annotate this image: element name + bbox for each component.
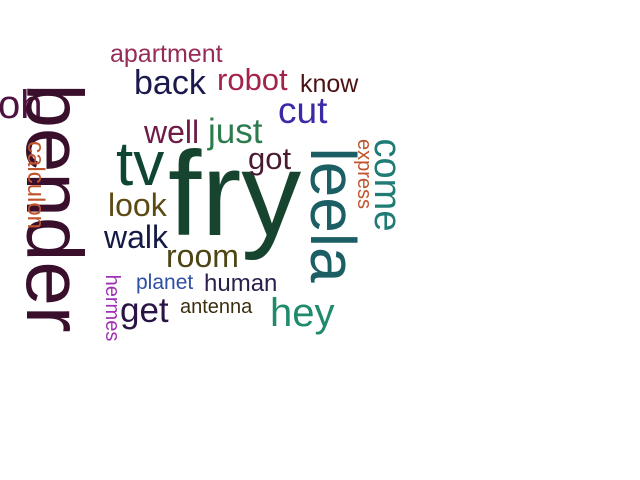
- word-cut: cut: [278, 90, 328, 131]
- word-planet: planet: [136, 271, 194, 294]
- word-antenna: antenna: [180, 296, 253, 318]
- word-express: express: [353, 138, 375, 210]
- word-hermes: hermes: [101, 274, 123, 342]
- word-robot: robot: [217, 62, 288, 97]
- word-leela: leela: [297, 147, 369, 283]
- word-human: human: [204, 270, 278, 297]
- word-come: come: [366, 138, 408, 232]
- word-well: well: [144, 114, 200, 150]
- word-back: back: [134, 64, 206, 102]
- word-room: room: [166, 238, 239, 274]
- word-calculon: calculon: [22, 140, 49, 230]
- word-know: know: [300, 70, 359, 98]
- word-fry: fry: [168, 127, 302, 261]
- word-apartment: apartment: [110, 40, 223, 68]
- word-just: just: [208, 112, 263, 151]
- word-look: look: [108, 187, 167, 223]
- word-oh: oh: [0, 83, 43, 127]
- word-hey: hey: [270, 291, 335, 335]
- word-get: get: [120, 291, 169, 330]
- word-tv: tv: [116, 130, 165, 199]
- word-got: got: [248, 141, 292, 176]
- word-walk: walk: [104, 219, 169, 255]
